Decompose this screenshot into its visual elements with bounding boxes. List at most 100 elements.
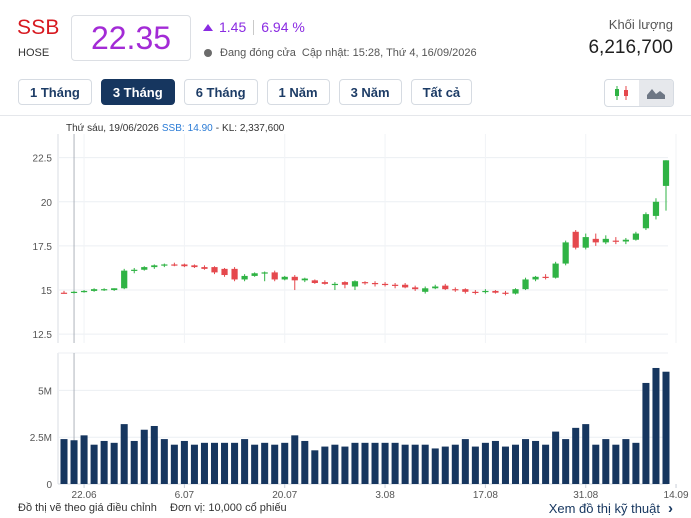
price-tick-label: 20 [41, 198, 53, 209]
volume-label: Khối lượng [608, 17, 673, 32]
volume-bar [371, 442, 379, 484]
candle-body [261, 272, 268, 274]
volume-bar [311, 450, 319, 484]
volume-bar [321, 446, 329, 484]
volume-bar [210, 442, 219, 484]
change-percent: 6.94 % [261, 19, 305, 35]
volume-bar [411, 444, 419, 484]
volume-bar [632, 442, 640, 484]
volume-bar [60, 439, 68, 484]
volume-bar [642, 382, 650, 484]
candle-body [151, 265, 158, 268]
volume-bar [542, 444, 550, 484]
volume-bar [572, 427, 580, 484]
volume-bar [70, 440, 78, 484]
volume-bar [251, 444, 259, 484]
header-divider [0, 115, 691, 116]
exchange-label: HOSE [18, 47, 50, 59]
volume-bar [351, 442, 359, 484]
volume-bar [221, 442, 229, 484]
candle-body [381, 283, 389, 286]
candle-body [221, 268, 228, 276]
candle-body [211, 267, 218, 273]
candle-body [171, 264, 178, 266]
unit-note: Đơn vị: 10,000 cổ phiếu [170, 502, 287, 514]
candle-body [101, 289, 108, 291]
candle-body [432, 286, 439, 289]
candle-body [592, 238, 599, 243]
volume-bar [471, 446, 479, 484]
candle-body [271, 272, 278, 280]
volume-bar [301, 440, 309, 484]
volume-bar [652, 367, 660, 484]
update-time: Cập nhật: 15:28, Thứ 4, 16/09/2026 [301, 47, 477, 59]
volume-bar [231, 442, 239, 484]
candle-body [341, 282, 349, 285]
candle-body [201, 267, 208, 269]
volume-bar [381, 442, 389, 484]
technical-chart-link[interactable]: Xem đồ thị kỹ thuật › [549, 500, 673, 517]
volume-bar [291, 435, 299, 484]
volume-bar [150, 425, 158, 484]
volume-tick-label: 0 [46, 480, 52, 491]
tab-1-month[interactable]: 1 Tháng [18, 79, 92, 105]
tab-3-month[interactable]: 3 Tháng [100, 79, 175, 105]
candle-body [251, 273, 258, 276]
volume-bar [160, 439, 168, 484]
candle-body [131, 269, 138, 271]
volume-bar [271, 444, 279, 484]
price-tick-label: 17.5 [33, 242, 53, 253]
candle-body [70, 291, 78, 294]
change-value: 1.45 [219, 19, 247, 35]
volume-bar [522, 439, 530, 484]
candle-body [462, 289, 469, 292]
candle-body [512, 289, 519, 294]
tab-1-year[interactable]: 1 Năm [266, 79, 330, 105]
candle-body [422, 288, 429, 292]
candle-body [472, 291, 479, 294]
volume-bar [421, 444, 429, 484]
volume-bar [281, 442, 289, 484]
volume-bar [511, 444, 520, 484]
tab-3-year[interactable]: 3 Năm [338, 79, 402, 105]
candle-body [622, 239, 629, 242]
candlestick-button[interactable] [605, 80, 639, 106]
area-chart-icon [647, 89, 665, 99]
candle-body [492, 290, 499, 293]
volume-bar [592, 444, 600, 484]
status-dot-icon [204, 49, 212, 57]
candle-body [361, 282, 369, 284]
volume-bar [431, 448, 439, 484]
candle-body [181, 264, 188, 267]
volume-bar [190, 444, 198, 484]
candle-body [552, 263, 559, 278]
volume-tick-label: 2.5M [30, 433, 52, 444]
hover-close: 14.90 [187, 123, 213, 134]
candle-body [602, 238, 609, 243]
volume-bar [331, 444, 339, 484]
candle-body [402, 284, 409, 288]
volume-bar [552, 431, 560, 484]
volume-bar [341, 446, 349, 484]
area-chart-button[interactable] [639, 80, 673, 106]
candle-body [532, 276, 539, 280]
candle-body [502, 292, 509, 294]
candle-body [632, 233, 640, 240]
candle-body [301, 278, 308, 281]
candle-body [331, 283, 339, 286]
x-tick-label: 22.06 [72, 490, 97, 501]
tab-6-month[interactable]: 6 Tháng [183, 79, 258, 105]
adjusted-price-note: Đồ thị vẽ theo giá điều chỉnh [18, 502, 157, 514]
volume-bar [391, 442, 399, 484]
volume-bar [582, 424, 590, 484]
tab-all[interactable]: Tất cả [410, 79, 473, 105]
up-arrow-icon [203, 23, 213, 31]
volume-bar [501, 446, 509, 484]
candle-body [612, 240, 619, 242]
volume-bar [170, 444, 178, 484]
x-tick-label: 17.08 [473, 490, 498, 501]
candle-body [321, 282, 328, 284]
candle-body [291, 276, 298, 281]
hover-sep: - [215, 123, 220, 134]
